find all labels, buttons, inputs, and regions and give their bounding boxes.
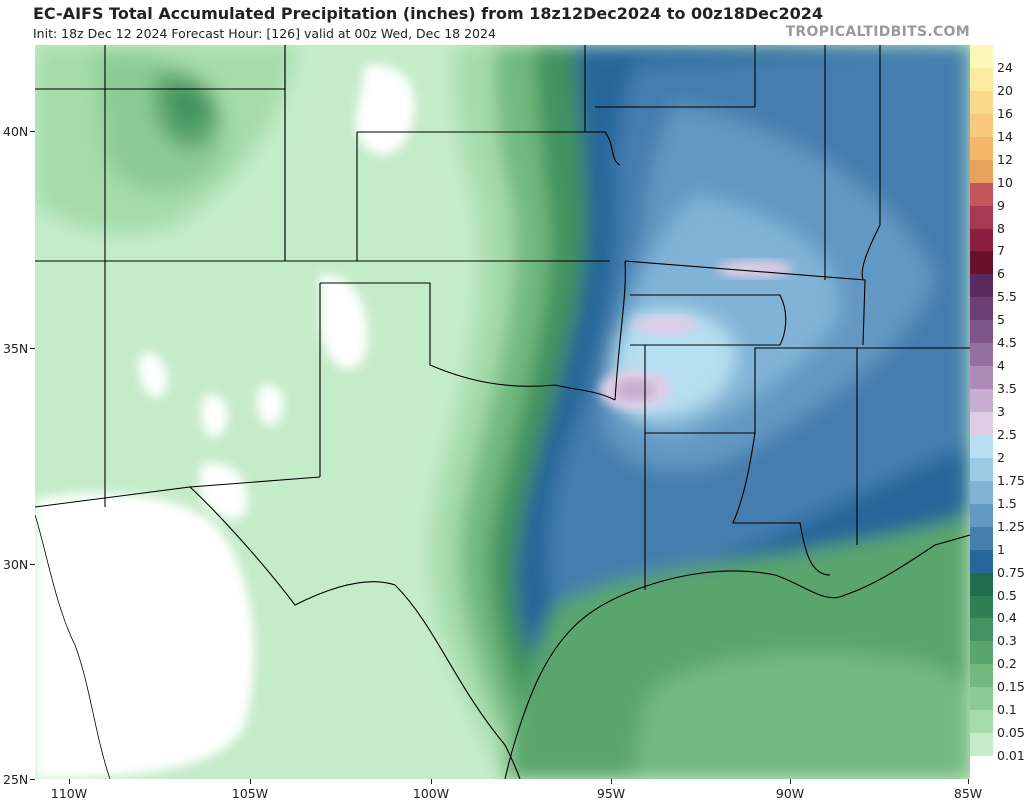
colorbar-label: 1 <box>997 541 1005 557</box>
colorbar-swatch <box>970 228 993 252</box>
colorbar-label: 5 <box>997 312 1005 328</box>
state-boundaries <box>35 45 970 779</box>
colorbar-label: 0.75 <box>997 564 1024 580</box>
colorbar-swatch <box>970 389 993 413</box>
lat-tick <box>30 131 35 132</box>
colorbar-swatch <box>970 274 993 298</box>
colorbar-swatch <box>970 90 993 115</box>
colorbar-label: 0.01 <box>997 748 1024 764</box>
colorbar-swatch <box>970 595 993 619</box>
colorbar-swatch <box>970 205 993 229</box>
colorbar-label: 4.5 <box>997 335 1017 351</box>
colorbar-swatch <box>970 572 993 596</box>
lon-tick <box>69 779 70 784</box>
source-credit: TROPICALTIDBITS.COM <box>785 24 970 40</box>
colorbar-label: 7 <box>997 243 1005 259</box>
colorbar-label: 0.1 <box>997 702 1017 718</box>
lon-label-105w: 105W <box>231 786 269 801</box>
colorbar-swatch <box>970 756 993 780</box>
lon-tick <box>431 779 432 784</box>
colorbar-swatch <box>970 412 993 436</box>
colorbar-swatch <box>970 251 993 275</box>
lon-tick <box>611 779 612 784</box>
lon-label-100w: 100W <box>412 786 450 801</box>
colorbar-label: 0.15 <box>997 679 1024 695</box>
lon-label-110w: 110W <box>50 786 88 801</box>
colorbar-swatch <box>970 136 993 161</box>
lon-label-85w: 85W <box>953 786 983 801</box>
colorbar-label: 3.5 <box>997 381 1017 397</box>
lat-label-35n: 35N <box>3 341 29 356</box>
colorbar-label: 2 <box>997 449 1005 465</box>
lat-label-25n: 25N <box>3 772 29 787</box>
lat-tick <box>30 564 35 565</box>
colorbar-label: 2.5 <box>997 426 1017 442</box>
colorbar-swatch <box>970 434 993 459</box>
colorbar-label: 0.4 <box>997 610 1017 626</box>
lat-tick <box>30 348 35 349</box>
colorbar-swatch <box>970 710 993 734</box>
lat-label-40n: 40N <box>3 124 29 139</box>
colorbar-swatch <box>970 549 993 574</box>
colorbar-label: 20 <box>997 82 1013 98</box>
colorbar-swatch <box>970 113 993 138</box>
lon-tick <box>968 779 969 784</box>
map-subtitle: Init: 18z Dec 12 2024 Forecast Hour: [12… <box>33 26 496 41</box>
map-svg <box>35 45 970 779</box>
colorbar-swatch <box>970 320 993 344</box>
colorbar-swatch <box>970 67 993 92</box>
lat-tick <box>30 779 35 780</box>
colorbar-swatch <box>970 343 993 367</box>
colorbar-swatch <box>970 366 993 390</box>
colorbar-swatch <box>970 503 993 528</box>
colorbar-label: 0.5 <box>997 587 1017 603</box>
colorbar-swatch <box>970 480 993 505</box>
colorbar-label: 0.05 <box>997 725 1024 741</box>
colorbar-swatch <box>970 182 993 207</box>
coastline <box>504 534 970 779</box>
colorbar-swatch <box>970 457 993 482</box>
colorbar-label: 1.5 <box>997 495 1017 511</box>
colorbar-label: 5.5 <box>997 289 1017 305</box>
colorbar-swatch <box>970 159 993 184</box>
lon-tick <box>790 779 791 784</box>
colorbar-label: 10 <box>997 174 1013 190</box>
colorbar-label: 8 <box>997 220 1005 236</box>
colorbar-label: 0.3 <box>997 633 1017 649</box>
lon-tick <box>250 779 251 784</box>
colorbar <box>970 45 993 780</box>
colorbar-swatch <box>970 297 993 321</box>
colorbar-label: 3 <box>997 404 1005 419</box>
colorbar-label: 24 <box>997 59 1013 75</box>
colorbar-label: 4 <box>997 358 1005 374</box>
colorbar-swatch <box>970 45 993 69</box>
colorbar-label: 6 <box>997 266 1005 282</box>
colorbar-swatch <box>970 618 993 642</box>
mexico-boundary <box>35 514 111 779</box>
precipitation-map <box>35 45 970 779</box>
colorbar-swatch <box>970 526 993 551</box>
colorbar-swatch <box>970 733 993 757</box>
colorbar-label: 12 <box>997 151 1013 167</box>
colorbar-swatch <box>970 687 993 711</box>
lon-label-95w: 95W <box>596 786 626 801</box>
colorbar-label: 1.75 <box>997 472 1024 488</box>
colorbar-label: 14 <box>997 128 1013 144</box>
colorbar-label: 16 <box>997 105 1013 121</box>
colorbar-label: 9 <box>997 197 1005 213</box>
lat-label-30n: 30N <box>3 557 29 572</box>
colorbar-swatch <box>970 664 993 688</box>
lon-label-90w: 90W <box>775 786 805 801</box>
precip-shading <box>35 45 970 779</box>
colorbar-swatch <box>970 641 993 665</box>
colorbar-label: 1.25 <box>997 518 1024 534</box>
map-title: EC-AIFS Total Accumulated Precipitation … <box>33 4 824 23</box>
colorbar-label: 0.2 <box>997 656 1017 672</box>
